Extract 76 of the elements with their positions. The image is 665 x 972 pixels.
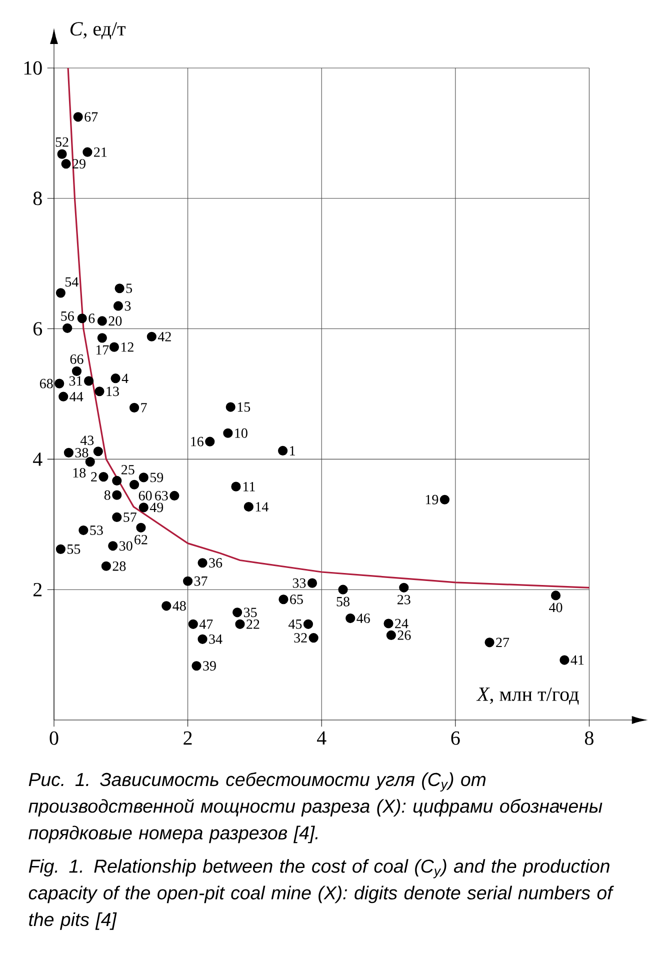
annotation: 26 xyxy=(398,630,411,640)
annotation: 32 xyxy=(294,633,307,643)
x-tick-label: 8 xyxy=(584,731,594,745)
caption: Fig. 1. Relationship between the cost of coal (C$_{у}$) and the production capacity of the open-pit coal mine (X): digits denote serial numbers of the pits [4] xyxy=(28,859,614,930)
annotation: 59 xyxy=(150,472,164,482)
annotation: 3 xyxy=(124,301,131,311)
annotation: 63 xyxy=(155,491,168,500)
annotation: 58 xyxy=(336,596,350,606)
annotation: 6 xyxy=(88,314,95,324)
annotation: 66 xyxy=(70,354,84,364)
annotation: 8 xyxy=(104,490,110,500)
y-tick-label: 2 xyxy=(34,582,42,596)
annotation: 2 xyxy=(91,472,97,482)
annotation: 30 xyxy=(120,541,132,551)
annotation: 34 xyxy=(209,634,222,644)
annotation: 18 xyxy=(73,468,86,478)
annotation: 17 xyxy=(96,345,109,355)
annotation: 60 xyxy=(138,490,152,500)
annotation: 31 xyxy=(69,376,82,386)
annotation: 62 xyxy=(134,534,148,544)
annotation: 19 xyxy=(426,494,438,504)
annotation: 36 xyxy=(209,558,222,568)
annotation: 67 xyxy=(84,112,98,122)
annotation: 39 xyxy=(203,661,216,671)
annotation: 11 xyxy=(243,482,255,492)
annotation: 5 xyxy=(126,284,132,294)
annotation: 35 xyxy=(244,608,257,618)
annotation: 49 xyxy=(150,502,164,512)
y-tick-label: 8 xyxy=(33,192,42,206)
y-tick-label: 6 xyxy=(33,322,42,336)
annotation: 55 xyxy=(68,544,80,554)
text: Рис. 1. Зависимость себестоимости угля (C$_{у}$) от производственной мощности разреза (X): цифрами обозначены порядковые номера разрезов [4]. xyxy=(28,772,602,844)
x-tick-label: 2 xyxy=(184,731,192,745)
annotation: 46 xyxy=(356,614,370,623)
annotation: 37 xyxy=(194,576,208,586)
annotation: 52 xyxy=(56,137,68,147)
y-tick-label: 10 xyxy=(24,61,42,75)
y-axis-title: C, ед/т xyxy=(70,22,126,40)
annotation: 44 xyxy=(70,392,84,402)
annotation: 23 xyxy=(398,594,410,604)
annotation: 4 xyxy=(122,374,128,383)
annotation: 45 xyxy=(288,619,302,629)
annotation: 1 xyxy=(290,446,295,456)
x-axis-title: X, млн т/год xyxy=(476,688,579,705)
x-tick-label: 0 xyxy=(50,731,58,745)
annotation: 43 xyxy=(80,436,94,446)
annotation: 41 xyxy=(570,655,584,665)
annotation: 7 xyxy=(141,403,147,412)
annotation: 14 xyxy=(256,502,268,512)
annotation: 47 xyxy=(199,620,213,629)
annotation: 20 xyxy=(108,316,122,326)
annotation: 21 xyxy=(94,147,107,157)
annotation: 56 xyxy=(61,311,74,321)
annotation: 10 xyxy=(235,428,248,438)
annotation: 24 xyxy=(395,618,408,628)
annotation: 27 xyxy=(496,638,510,648)
annotation: 38 xyxy=(75,448,88,458)
annotation: 33 xyxy=(292,578,306,588)
annotation: 15 xyxy=(238,402,250,412)
annotation: 48 xyxy=(172,601,186,611)
annotation: 53 xyxy=(90,526,103,535)
annotation: 42 xyxy=(158,332,171,342)
annotation: 12 xyxy=(121,342,134,352)
annotation: 28 xyxy=(112,561,126,571)
annotation: 13 xyxy=(106,386,119,396)
annotation: 54 xyxy=(66,277,78,287)
annotation: 57 xyxy=(124,512,136,522)
x-tick-label: 6 xyxy=(451,731,460,745)
annotation: 22 xyxy=(246,620,260,629)
annotation: 16 xyxy=(191,436,204,446)
x-tick-label: 4 xyxy=(317,731,326,745)
y-tick-label: 4 xyxy=(33,452,42,466)
annotation: 68 xyxy=(40,378,53,388)
annotation: 40 xyxy=(549,602,562,612)
annotation: 25 xyxy=(121,465,134,474)
annotation: 65 xyxy=(290,594,303,604)
